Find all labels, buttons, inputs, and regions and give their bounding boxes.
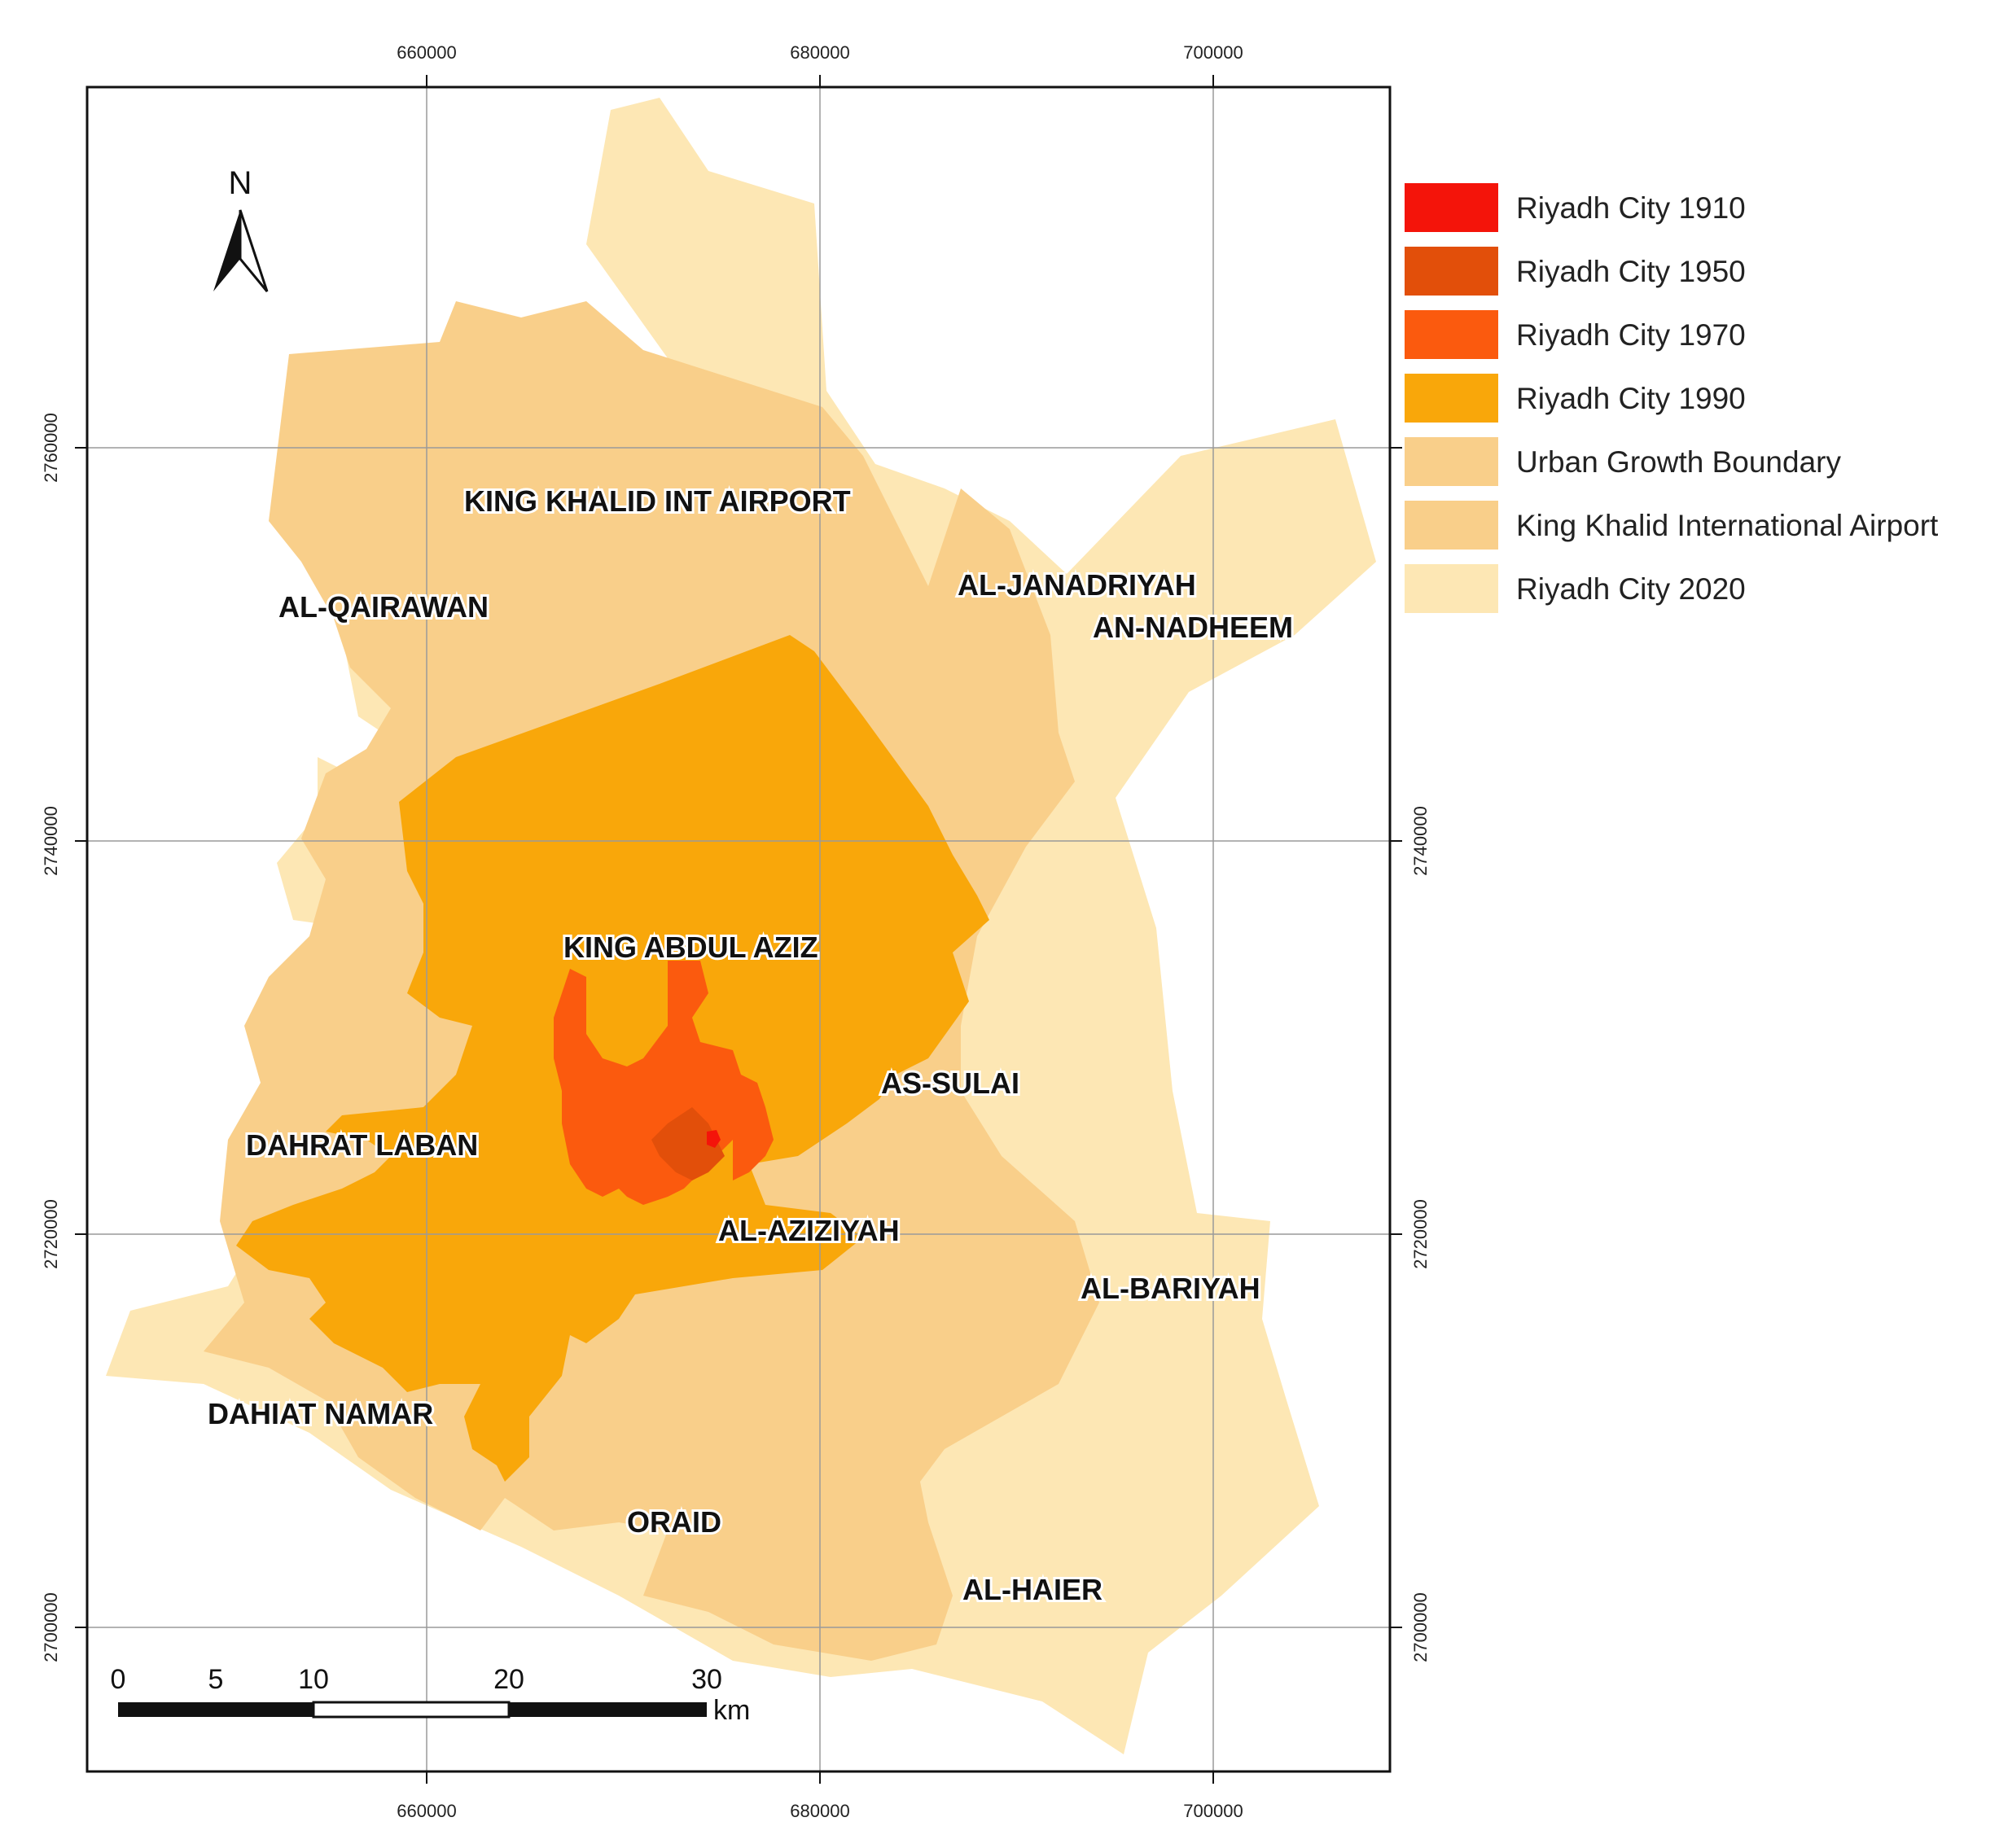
place-label-al-janadriyah: AL-JANADRIYAH [958, 568, 1196, 602]
legend-label: Riyadh City 1950 [1516, 255, 1746, 288]
place-label-dahiat-namar: DAHIAT NAMAR [208, 1397, 433, 1430]
legend-label: Riyadh City 1970 [1516, 318, 1746, 352]
legend-label: Riyadh City 2020 [1516, 572, 1746, 606]
legend-swatch [1405, 437, 1498, 486]
scale-bar: 0 5 10 20 30 km [111, 1664, 751, 1726]
scale-unit: km [713, 1695, 750, 1726]
x-tick-bottom-700000: 700000 [1183, 1801, 1243, 1821]
place-label-dahrat-laban: DAHRAT LABAN [246, 1128, 478, 1162]
area-riyadh-1950 [651, 1107, 725, 1180]
place-label-an-nadheem: AN-NADHEEM [1093, 611, 1293, 644]
north-label: N [229, 165, 252, 201]
legend-label: King Khalid International Airport [1516, 509, 1939, 542]
y-tick-left-2760000: 2760000 [41, 413, 61, 483]
scale-tick-0: 0 [111, 1664, 126, 1695]
scale-tick-10: 10 [298, 1664, 329, 1695]
legend-item: King Khalid International Airport [1405, 501, 1939, 550]
legend-item: Riyadh City 2020 [1405, 564, 1746, 613]
place-label-al-qairawan: AL-QAIRAWAN [278, 590, 489, 624]
legend-label: Riyadh City 1990 [1516, 382, 1746, 415]
scale-tick-20: 20 [493, 1664, 524, 1695]
north-arrow-icon: N [213, 165, 269, 292]
place-label-oraid: ORAID [627, 1505, 721, 1539]
scale-tick-5: 5 [208, 1664, 224, 1695]
legend: Riyadh City 1910 Riyadh City 1950 Riyadh… [1405, 183, 1939, 613]
legend-item: Riyadh City 1910 [1405, 183, 1746, 232]
legend-swatch [1405, 374, 1498, 423]
x-tick-bottom-680000: 680000 [790, 1801, 849, 1821]
place-labels: KING KHALID INT AIRPORT AL-QAIRAWAN AL-J… [205, 482, 1295, 1609]
place-label-as-sulai: AS-SULAI [881, 1066, 1019, 1100]
legend-swatch [1405, 564, 1498, 613]
x-tick-top-680000: 680000 [790, 42, 849, 63]
y-tick-left-2720000: 2720000 [41, 1199, 61, 1269]
urban-area-layers [106, 98, 1376, 1754]
legend-label: Urban Growth Boundary [1516, 445, 1841, 479]
legend-item: Urban Growth Boundary [1405, 437, 1841, 486]
frame-ticks [75, 75, 1402, 1784]
place-label-al-haier: AL-HAIER [962, 1573, 1103, 1606]
legend-item: Riyadh City 1990 [1405, 374, 1746, 423]
place-label-king-khalid-int-airport: KING KHALID INT AIRPORT [464, 484, 851, 518]
legend-swatch [1405, 183, 1498, 232]
area-riyadh-1990 [236, 635, 989, 1482]
scale-tick-30: 30 [691, 1664, 722, 1695]
place-label-al-aziziyah: AL-AZIZIYAH [718, 1214, 900, 1247]
y-tick-left-2700000: 2700000 [41, 1592, 61, 1662]
legend-swatch [1405, 247, 1498, 296]
y-tick-right-2700000: 2700000 [1410, 1592, 1431, 1662]
map-frame-border [85, 85, 1392, 1773]
x-tick-bottom-660000: 660000 [397, 1801, 456, 1821]
y-tick-left-2740000: 2740000 [41, 806, 61, 876]
y-tick-right-2720000: 2720000 [1410, 1199, 1431, 1269]
legend-swatch [1405, 310, 1498, 359]
legend-item: Riyadh City 1970 [1405, 310, 1746, 359]
x-tick-top-660000: 660000 [397, 42, 456, 63]
coordinate-grid [87, 87, 1390, 1771]
legend-label: Riyadh City 1910 [1516, 191, 1746, 225]
legend-swatch [1405, 501, 1498, 550]
x-tick-top-700000: 700000 [1183, 42, 1243, 63]
y-tick-right-2740000: 2740000 [1410, 806, 1431, 876]
place-label-king-abdul-aziz: KING ABDUL AZIZ [563, 931, 818, 964]
place-label-al-bariyah: AL-BARIYAH [1081, 1272, 1260, 1305]
area-riyadh-1910 [707, 1130, 721, 1148]
legend-item: Riyadh City 1950 [1405, 247, 1746, 296]
